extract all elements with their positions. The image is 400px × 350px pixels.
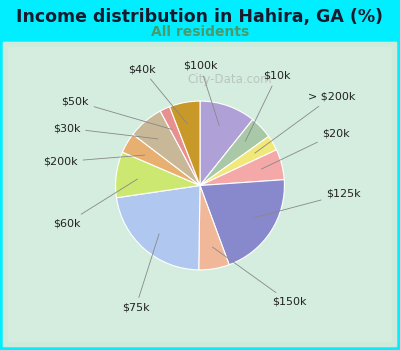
FancyBboxPatch shape	[2, 41, 398, 348]
Wedge shape	[122, 134, 200, 186]
Text: $75k: $75k	[122, 234, 159, 313]
Wedge shape	[200, 101, 253, 186]
Text: > $200k: > $200k	[255, 92, 356, 153]
Text: Income distribution in Hahira, GA (%): Income distribution in Hahira, GA (%)	[16, 8, 384, 26]
Text: $60k: $60k	[53, 179, 137, 229]
Wedge shape	[170, 101, 200, 186]
FancyBboxPatch shape	[8, 47, 392, 342]
Text: $150k: $150k	[212, 247, 306, 307]
Wedge shape	[200, 136, 276, 186]
Wedge shape	[200, 180, 284, 265]
Wedge shape	[160, 107, 200, 186]
Wedge shape	[133, 111, 200, 186]
Text: All residents: All residents	[151, 25, 249, 39]
Wedge shape	[116, 152, 200, 198]
Text: $125k: $125k	[254, 189, 361, 218]
Text: $10k: $10k	[245, 71, 291, 141]
Wedge shape	[200, 120, 269, 186]
Text: $50k: $50k	[61, 96, 172, 130]
Text: $40k: $40k	[128, 64, 187, 124]
Wedge shape	[116, 186, 200, 270]
Wedge shape	[200, 150, 284, 186]
Text: City-Data.com: City-Data.com	[188, 74, 272, 86]
Wedge shape	[199, 186, 229, 270]
Text: $30k: $30k	[53, 123, 158, 139]
Text: $20k: $20k	[261, 128, 350, 169]
Text: $100k: $100k	[183, 61, 219, 126]
Text: $200k: $200k	[43, 155, 145, 167]
